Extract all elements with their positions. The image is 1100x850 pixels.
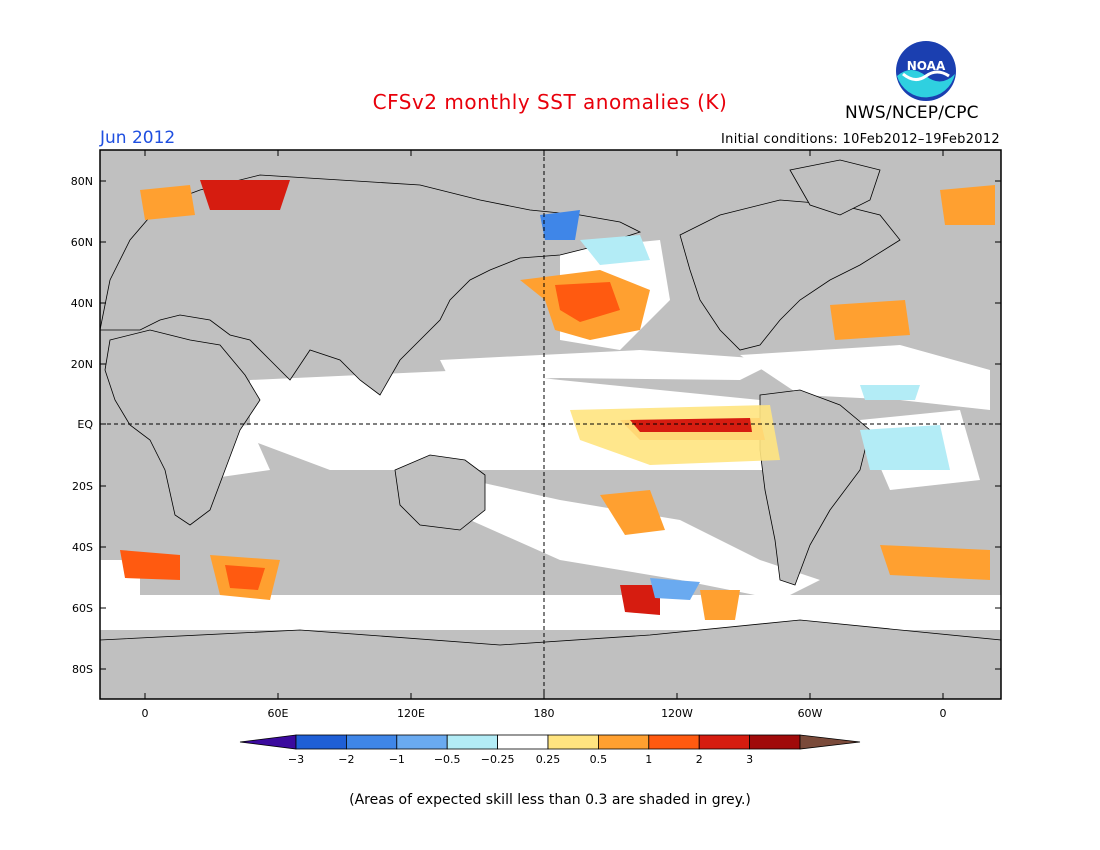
cool-anomaly-areas bbox=[540, 210, 950, 600]
colorbar-segment bbox=[648, 734, 700, 750]
colorbar-segment bbox=[497, 734, 549, 750]
lat-tick-label: 40N bbox=[71, 297, 93, 310]
colorbar-segment bbox=[749, 734, 801, 750]
colorbar-segment bbox=[345, 734, 398, 750]
colorbar-left-arrow bbox=[239, 734, 297, 750]
lat-tick-label: 60S bbox=[72, 602, 93, 615]
colorbar-segment bbox=[547, 734, 599, 750]
skill-footnote: (Areas of expected skill less than 0.3 a… bbox=[349, 792, 751, 808]
colorbar-right-arrow bbox=[799, 734, 861, 750]
warm-anomaly-areas bbox=[120, 180, 995, 620]
lon-tick-label: 0 bbox=[142, 707, 149, 720]
colorbar-label: 2 bbox=[696, 753, 703, 766]
colorbar-label: −1 bbox=[389, 753, 405, 766]
colorbar-label: −2 bbox=[338, 753, 354, 766]
colorbar-label: −0.5 bbox=[434, 753, 461, 766]
lon-tick-label: 0 bbox=[940, 707, 947, 720]
colorbar-label: 0.25 bbox=[536, 753, 561, 766]
colorbar-segment bbox=[446, 734, 499, 750]
lat-tick-label: 40S bbox=[72, 541, 93, 554]
lon-tick-label: 180 bbox=[534, 707, 555, 720]
colorbar-segment bbox=[598, 734, 650, 750]
colorbar-segment bbox=[698, 734, 751, 750]
initial-conditions: Initial conditions: 10Feb2012–19Feb2012 bbox=[721, 132, 1000, 147]
colorbar-label: 3 bbox=[746, 753, 753, 766]
colorbar-label: 1 bbox=[645, 753, 652, 766]
svg-text:NOAA: NOAA bbox=[907, 59, 946, 73]
colorbar-segment bbox=[396, 734, 448, 750]
longitude-axis: 0 60E 120E 180 120W 60W 0 bbox=[142, 150, 947, 720]
latitude-axis: 80N 60N 40N 20N EQ 20S 40S 60S 80S bbox=[71, 175, 1001, 676]
lat-tick-label: 60N bbox=[71, 236, 93, 249]
lon-tick-label: 120E bbox=[397, 707, 425, 720]
lat-tick-label: EQ bbox=[77, 418, 93, 431]
lat-tick-label: 20S bbox=[72, 480, 93, 493]
colorbar-label: −0.25 bbox=[481, 753, 515, 766]
colorbar-label: 0.5 bbox=[590, 753, 608, 766]
map-title: CFSv2 monthly SST anomalies (K) bbox=[372, 90, 728, 114]
lon-tick-label: 120W bbox=[661, 707, 693, 720]
lon-tick-label: 60E bbox=[268, 707, 289, 720]
lat-tick-label: 80N bbox=[71, 175, 93, 188]
colorbar-segment bbox=[295, 734, 347, 750]
continents bbox=[99, 159, 1002, 700]
lon-tick-label: 60W bbox=[798, 707, 823, 720]
lat-tick-label: 80S bbox=[72, 663, 93, 676]
org-label: NWS/NCEP/CPC bbox=[845, 103, 979, 123]
forecast-month: Jun 2012 bbox=[100, 128, 176, 148]
colorbar-label: −3 bbox=[288, 753, 304, 766]
lat-tick-label: 20N bbox=[71, 358, 93, 371]
colorbar: −3 −2 −1 −0.5 −0.25 0.25 0.5 1 2 3 bbox=[239, 734, 861, 766]
noaa-logo: NOAA bbox=[896, 41, 956, 101]
